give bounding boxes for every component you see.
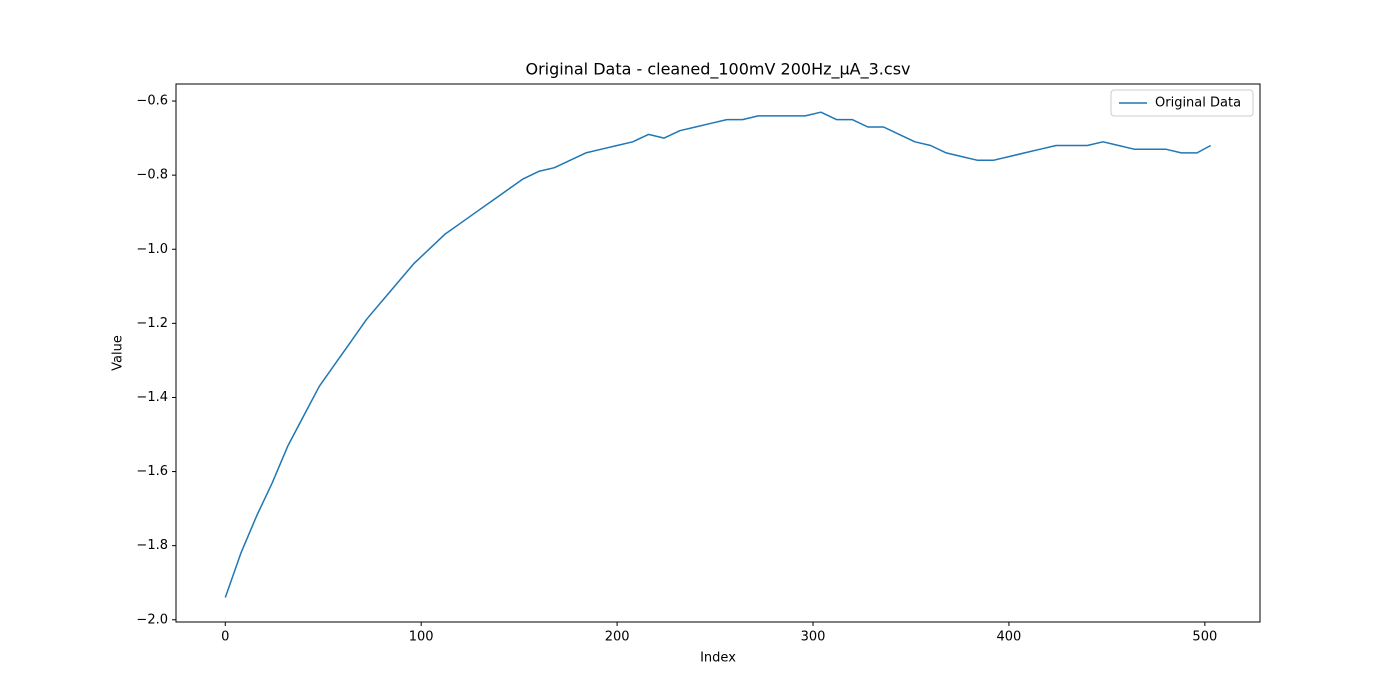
legend-label: Original Data (1155, 96, 1241, 111)
y-tick-label: −1.6 (136, 464, 168, 479)
x-tick-label: 400 (997, 630, 1022, 645)
plot-frame (175, 83, 1261, 623)
y-tick-label: −0.8 (136, 168, 168, 183)
data-line (224, 111, 1212, 598)
x-tick-label: 200 (605, 630, 630, 645)
y-tick-label: −1.4 (136, 390, 168, 405)
legend-box (1110, 89, 1254, 117)
y-tick-label: −2.0 (136, 612, 168, 627)
y-tick-label: −1.0 (136, 242, 168, 257)
x-tick-label: 500 (1192, 630, 1217, 645)
x-tick-label: 100 (409, 630, 434, 645)
x-axis-label: Index (700, 651, 736, 666)
x-tick-label: 0 (221, 630, 229, 645)
y-tick-label: −0.6 (136, 94, 168, 109)
x-tick-label: 300 (801, 630, 826, 645)
chart-title: Original Data - cleaned_100mV 200Hz_µA_3… (526, 60, 911, 80)
y-axis-label: Value (111, 335, 126, 371)
y-tick-label: −1.8 (136, 538, 168, 553)
y-tick-label: −1.2 (136, 316, 168, 331)
